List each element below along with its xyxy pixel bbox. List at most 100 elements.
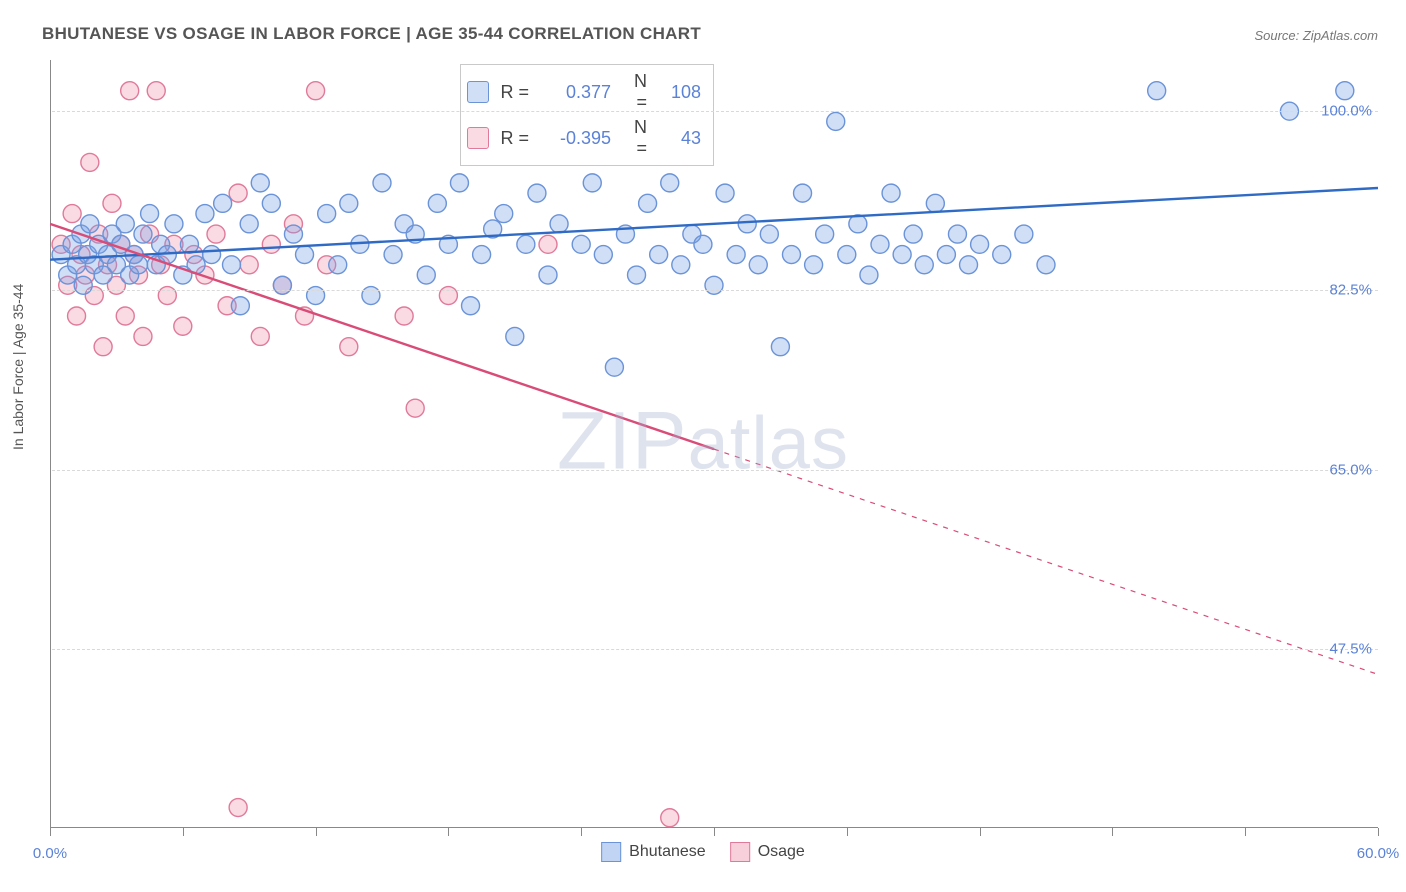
gridline-h — [52, 649, 1378, 650]
data-point-osage — [229, 184, 247, 202]
data-point-bhutanese — [794, 184, 812, 202]
x-tick-label: 60.0% — [1357, 845, 1400, 862]
data-point-bhutanese — [1336, 82, 1354, 100]
data-point-osage — [661, 809, 679, 827]
data-point-bhutanese — [116, 215, 134, 233]
data-point-bhutanese — [141, 205, 159, 223]
data-point-bhutanese — [165, 215, 183, 233]
legend-item-osage: Osage — [730, 842, 805, 862]
data-point-bhutanese — [738, 215, 756, 233]
n-label: N = — [627, 117, 647, 159]
data-point-osage — [116, 307, 134, 325]
data-point-osage — [63, 205, 81, 223]
data-point-osage — [68, 307, 86, 325]
data-point-bhutanese — [594, 246, 612, 264]
source-attribution: Source: ZipAtlas.com — [1254, 28, 1378, 43]
data-point-bhutanese — [639, 194, 657, 212]
x-tick — [1245, 828, 1246, 836]
data-point-bhutanese — [1037, 256, 1055, 274]
data-point-bhutanese — [937, 246, 955, 264]
data-point-bhutanese — [196, 205, 214, 223]
data-point-bhutanese — [948, 225, 966, 243]
n-value-bhutanese: 108 — [657, 82, 701, 103]
data-point-bhutanese — [805, 256, 823, 274]
x-tick — [50, 828, 51, 836]
data-point-osage — [94, 338, 112, 356]
data-point-bhutanese — [373, 174, 391, 192]
data-point-bhutanese — [495, 205, 513, 223]
data-point-bhutanese — [273, 276, 291, 294]
data-point-bhutanese — [81, 215, 99, 233]
chart-container: BHUTANESE VS OSAGE IN LABOR FORCE | AGE … — [0, 0, 1406, 892]
data-point-bhutanese — [838, 246, 856, 264]
data-point-bhutanese — [993, 246, 1011, 264]
data-point-osage — [147, 82, 165, 100]
y-tick-label: 47.5% — [1329, 640, 1372, 657]
data-point-bhutanese — [473, 246, 491, 264]
data-point-bhutanese — [231, 297, 249, 315]
r-value-bhutanese: 0.377 — [539, 82, 611, 103]
data-point-bhutanese — [871, 235, 889, 253]
data-point-bhutanese — [362, 287, 380, 305]
data-point-osage — [158, 287, 176, 305]
data-point-bhutanese — [74, 276, 92, 294]
data-point-bhutanese — [628, 266, 646, 284]
data-point-bhutanese — [605, 358, 623, 376]
y-axis-label: In Labor Force | Age 35-44 — [10, 284, 26, 450]
x-tick — [183, 828, 184, 836]
data-point-bhutanese — [130, 256, 148, 274]
data-point-bhutanese — [716, 184, 734, 202]
data-point-bhutanese — [650, 246, 668, 264]
data-point-bhutanese — [971, 235, 989, 253]
legend-label-bhutanese: Bhutanese — [629, 843, 706, 861]
x-tick-label: 0.0% — [33, 845, 67, 862]
x-tick — [1112, 828, 1113, 836]
data-point-osage — [262, 235, 280, 253]
data-point-bhutanese — [251, 174, 269, 192]
data-point-osage — [307, 82, 325, 100]
legend-swatch-osage — [730, 842, 750, 862]
data-point-bhutanese — [827, 112, 845, 130]
data-point-bhutanese — [816, 225, 834, 243]
data-point-osage — [240, 256, 258, 274]
data-point-bhutanese — [583, 174, 601, 192]
legend-item-bhutanese: Bhutanese — [601, 842, 706, 862]
r-value-osage: -0.395 — [539, 128, 611, 149]
data-point-bhutanese — [661, 174, 679, 192]
data-point-bhutanese — [517, 235, 535, 253]
data-point-bhutanese — [284, 225, 302, 243]
data-point-bhutanese — [134, 225, 152, 243]
trend-line-dashed-osage — [714, 449, 1378, 674]
data-point-bhutanese — [860, 266, 878, 284]
x-tick — [1378, 828, 1379, 836]
data-point-bhutanese — [915, 256, 933, 274]
chart-title: BHUTANESE VS OSAGE IN LABOR FORCE | AGE … — [42, 24, 701, 44]
n-value-osage: 43 — [657, 128, 701, 149]
data-point-bhutanese — [904, 225, 922, 243]
data-point-bhutanese — [893, 246, 911, 264]
x-tick — [714, 828, 715, 836]
data-point-osage — [174, 317, 192, 335]
data-point-bhutanese — [203, 246, 221, 264]
data-point-bhutanese — [694, 235, 712, 253]
x-tick — [316, 828, 317, 836]
data-point-osage — [81, 153, 99, 171]
data-point-bhutanese — [882, 184, 900, 202]
data-point-bhutanese — [960, 256, 978, 274]
data-point-bhutanese — [528, 184, 546, 202]
data-point-osage — [439, 287, 457, 305]
data-point-bhutanese — [760, 225, 778, 243]
r-label: R = — [499, 128, 529, 149]
data-point-bhutanese — [428, 194, 446, 212]
data-point-bhutanese — [1148, 82, 1166, 100]
stats-legend-box: R = 0.377 N = 108 R = -0.395 N = 43 — [460, 64, 714, 166]
data-point-bhutanese — [307, 287, 325, 305]
data-point-bhutanese — [417, 266, 435, 284]
stats-row-osage: R = -0.395 N = 43 — [467, 115, 701, 161]
data-point-bhutanese — [340, 194, 358, 212]
data-point-bhutanese — [926, 194, 944, 212]
data-point-bhutanese — [727, 246, 745, 264]
stats-row-bhutanese: R = 0.377 N = 108 — [467, 69, 701, 115]
data-point-osage — [340, 338, 358, 356]
data-point-bhutanese — [672, 256, 690, 274]
